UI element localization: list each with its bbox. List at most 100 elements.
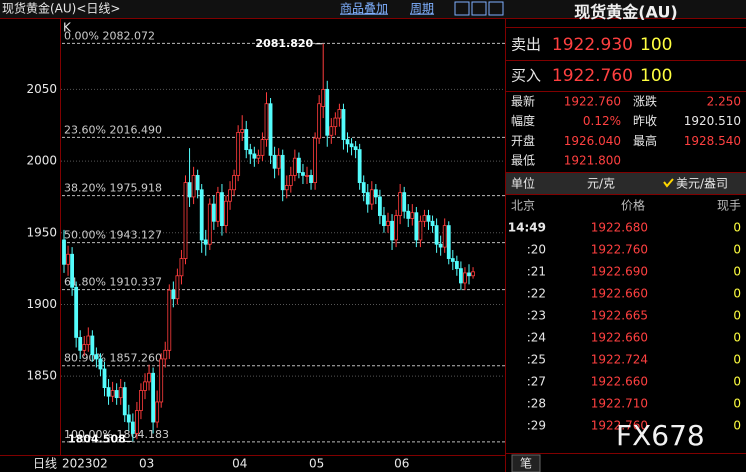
field-value: 0.12% [583,114,621,128]
candle-body [66,253,70,265]
candle-body [446,225,451,259]
field-label: 最低 [511,154,535,168]
fib-pct: 38.20% [64,182,106,195]
candle-body [284,185,289,191]
tick-qty: 0 [733,331,741,345]
candle-body [450,258,455,262]
tick-price: 1922.665 [591,309,648,323]
fib-price: 2082.072 [102,29,155,42]
candle-body [337,109,342,119]
quote-qty: 100 [640,66,672,86]
fib-price: 1857.260 [109,352,162,365]
tick-price: 1922.680 [591,221,648,235]
field-label: 昨收 [633,114,657,128]
unit-value: 元/克 [587,177,615,191]
candle-body [365,192,370,205]
tick-price: 1922.660 [591,331,648,345]
candle-body [394,215,399,241]
candle-body [187,182,192,198]
tick-header: 价格 [621,198,645,213]
candle-body [390,220,394,241]
tick-time: :29 [527,419,546,433]
candle-body [454,261,459,270]
button-prev[interactable] [454,1,470,16]
tick-qty: 0 [733,287,741,301]
candle-body [252,153,257,159]
tick-time: :25 [527,353,546,367]
tick-time: :27 [527,375,546,389]
candle-body [171,289,176,300]
candle-body [276,154,281,169]
field-label: 幅度 [511,113,535,128]
candle-body [118,387,123,399]
field-label: 开盘 [511,133,535,148]
overlay-button[interactable]: 商品叠加 [340,1,388,16]
fib-price: 1943.127 [109,229,162,242]
fib-label: 61.80% 1910.337 [64,276,162,289]
tab[interactable] [511,454,541,472]
candle-body [268,103,273,156]
fib-label: 80.90% 1857.260 [64,352,162,365]
candle-body [430,220,435,226]
candle-body [414,212,419,241]
candle-body [232,175,237,191]
fib-price: 1975.918 [109,182,162,195]
candle-body [82,344,87,351]
y-tick-label: 2000 [26,154,57,168]
candle-body [406,210,411,219]
quote-label: 买入 [511,67,541,85]
field-label: 涨跌 [633,94,657,109]
fib-label: 23.60% 2016.490 [64,123,162,136]
candle-body [126,414,131,423]
candle-body [139,390,143,411]
candle-body [280,154,285,191]
x-tick-label: 202302 [62,457,108,471]
fib-pct: 23.60% [64,123,106,136]
candle-body [195,175,200,191]
candle-body [353,146,358,151]
candle-body [434,225,439,245]
candle-body [272,154,277,169]
candle-body [361,182,366,194]
window-title: 现货黄金(AU)<日线> [2,1,120,16]
candle-body [329,126,334,136]
tick-qty: 0 [733,419,741,433]
candle-body [102,368,107,389]
tick-price: 1922.760 [591,419,648,433]
quote-price: 1922.930 [552,35,633,55]
period-label: 日线 [33,457,57,471]
candle-body [62,239,66,265]
candle-body [220,192,224,226]
candle-body [471,271,475,277]
period-button[interactable]: 周期 [410,2,434,16]
candle-body [426,215,431,222]
k-label: K [63,21,72,35]
field-value: 1926.040 [564,134,621,148]
fib-label: 100.00% 1804.183 [64,428,169,441]
candle-body [292,157,297,176]
button-next[interactable] [471,1,487,16]
quote-label: 卖出 [511,36,541,54]
candle-body [163,349,168,360]
unit-row-bg [506,173,746,194]
candle-body [78,337,83,351]
candle-body [248,149,253,155]
tick-qty: 0 [733,265,741,279]
button-close[interactable] [488,1,504,16]
candle-body [345,139,350,145]
tick-qty: 0 [733,243,741,257]
candle-body [349,143,354,148]
tick-qty: 0 [733,375,741,389]
candle-body [438,243,443,248]
quote-qty: 100 [640,35,672,55]
unit-label: 单位 [511,176,535,191]
candle-body [341,109,346,140]
candle-body [386,220,390,226]
tick-time: :21 [527,265,546,279]
field-label: 最高 [633,133,657,148]
candle-body [442,225,447,248]
candle-body [114,390,119,399]
tick-time: 14:49 [508,221,546,235]
field-label: 最新 [511,94,535,109]
tick-qty: 0 [733,397,741,411]
